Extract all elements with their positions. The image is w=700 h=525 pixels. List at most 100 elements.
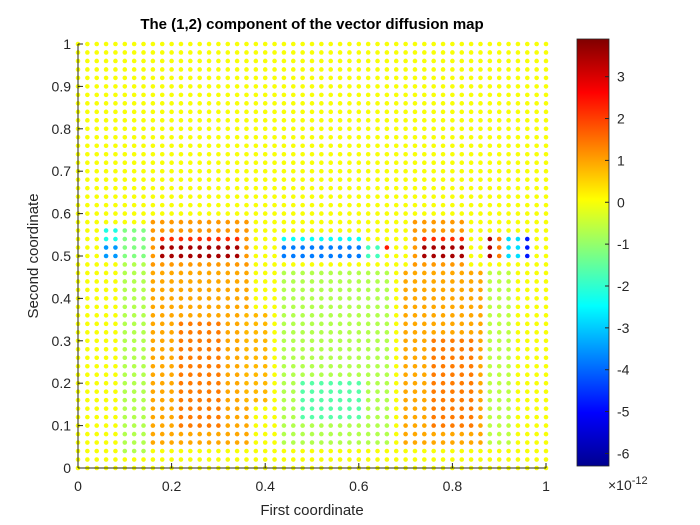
data-point [450,160,455,166]
data-point [262,168,268,174]
data-point [524,118,530,123]
data-point [375,440,380,445]
data-point [281,101,287,106]
data-point [384,126,390,132]
data-point [178,101,184,106]
data-point [216,67,221,72]
data-point [131,101,137,106]
data-point [188,219,193,225]
data-point [328,109,334,115]
data-point [309,253,315,259]
data-point [412,406,418,411]
data-point [440,41,446,47]
data-point [403,372,408,378]
data-point [487,50,493,55]
data-point [515,406,521,411]
data-point [422,363,427,369]
data-point [496,355,502,361]
data-point [131,262,137,267]
data-point [337,338,343,344]
data-point [422,160,427,166]
data-point [85,448,90,454]
data-point [524,448,530,454]
data-point [122,118,128,123]
data-point [131,355,137,361]
data-point [431,75,436,81]
data-point [496,236,502,242]
data-point [122,185,128,191]
data-point [262,313,268,318]
data-point [384,330,390,335]
data-point [459,363,465,369]
data-point [290,168,296,174]
data-point [459,321,465,327]
data-point [337,406,343,411]
data-point [94,338,100,344]
data-point [103,50,109,55]
data-point [468,355,474,361]
data-point [103,296,109,301]
data-point [188,75,193,81]
data-point [188,397,193,403]
data-point [253,338,259,344]
data-point [422,92,427,98]
data-point [431,313,436,318]
data-point [131,50,137,55]
data-point [524,143,530,149]
data-point [85,202,90,208]
data-point [169,321,174,327]
data-point [290,245,296,250]
data-point [159,279,165,284]
data-point [122,84,128,89]
data-point [468,194,474,199]
data-point [272,321,277,327]
data-point [534,118,539,123]
data-point [309,363,315,369]
data-point [440,313,446,318]
data-point [85,457,90,462]
data-point [85,355,90,361]
data-point [459,67,465,72]
data-point [206,84,212,89]
data-point [300,448,305,454]
data-point [150,287,156,293]
data-point [534,338,539,344]
data-point [393,304,399,310]
data-point [524,151,530,157]
data-point [496,346,502,352]
data-point [487,279,493,284]
data-point [487,270,493,276]
data-point [328,287,334,293]
data-point [496,168,502,174]
data-point [244,185,249,191]
data-point [403,118,408,123]
data-point [478,160,483,166]
data-point [450,270,455,276]
data-point [328,126,334,132]
data-point [122,177,128,182]
data-point [478,118,483,123]
data-point [225,75,231,81]
data-point [244,211,249,216]
data-point [197,431,202,437]
data-point [524,440,530,445]
data-point [515,185,521,191]
data-point [431,338,436,344]
data-point [422,304,427,310]
data-point [103,143,109,149]
data-point [393,84,399,89]
data-point [506,168,511,174]
data-point [290,431,296,437]
data-point [197,363,202,369]
data-point [365,84,371,89]
data-point [244,67,249,72]
data-point [524,313,530,318]
data-point [290,109,296,115]
data-point [412,41,418,47]
data-point [459,75,465,81]
data-point [375,41,380,47]
data-point [403,279,408,284]
data-point [188,389,193,394]
data-point [197,296,202,301]
data-point [197,253,202,259]
